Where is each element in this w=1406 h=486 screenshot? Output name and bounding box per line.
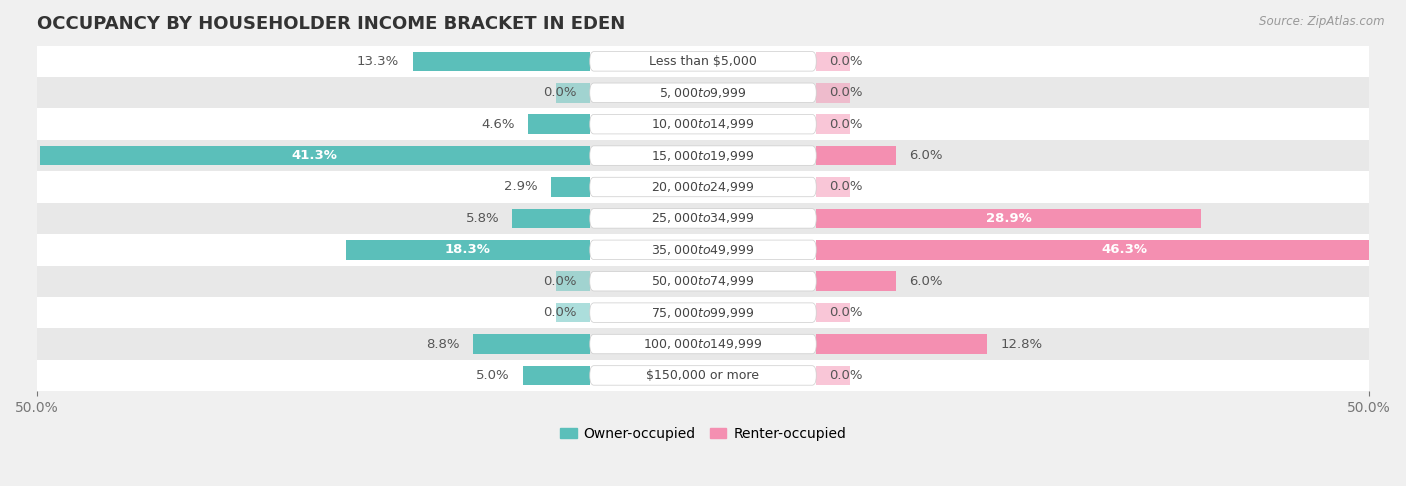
Bar [346,240,589,260]
Text: 0.0%: 0.0% [830,369,863,382]
Text: OCCUPANCY BY HOUSEHOLDER INCOME BRACKET IN EDEN: OCCUPANCY BY HOUSEHOLDER INCOME BRACKET … [37,15,626,33]
Text: 5.0%: 5.0% [477,369,510,382]
Text: $150,000 or more: $150,000 or more [647,369,759,382]
Text: 0.0%: 0.0% [543,275,576,288]
Bar [817,83,849,103]
Text: $10,000 to $14,999: $10,000 to $14,999 [651,117,755,131]
FancyBboxPatch shape [589,334,817,354]
Bar [551,177,589,197]
Text: 8.8%: 8.8% [426,338,460,350]
Text: $20,000 to $24,999: $20,000 to $24,999 [651,180,755,194]
Text: 5.8%: 5.8% [465,212,499,225]
Bar [37,108,1369,140]
Bar [37,360,1369,391]
Text: $35,000 to $49,999: $35,000 to $49,999 [651,243,755,257]
Bar [37,234,1369,265]
FancyBboxPatch shape [589,272,817,291]
Text: 41.3%: 41.3% [291,149,337,162]
Text: 28.9%: 28.9% [986,212,1032,225]
Text: $15,000 to $19,999: $15,000 to $19,999 [651,149,755,163]
Text: 0.0%: 0.0% [830,118,863,131]
Bar [817,208,1201,228]
Bar [472,334,589,354]
FancyBboxPatch shape [589,240,817,260]
Text: $5,000 to $9,999: $5,000 to $9,999 [659,86,747,100]
Text: 13.3%: 13.3% [357,55,399,68]
Bar [817,177,849,197]
Text: Less than $5,000: Less than $5,000 [650,55,756,68]
Bar [37,203,1369,234]
Bar [557,83,589,103]
FancyBboxPatch shape [589,52,817,71]
Text: 18.3%: 18.3% [444,243,491,256]
Bar [37,171,1369,203]
Bar [817,272,896,291]
Text: $50,000 to $74,999: $50,000 to $74,999 [651,274,755,288]
Text: 6.0%: 6.0% [910,275,943,288]
Legend: Owner-occupied, Renter-occupied: Owner-occupied, Renter-occupied [554,421,852,446]
Text: 0.0%: 0.0% [830,306,863,319]
Text: 0.0%: 0.0% [830,180,863,193]
FancyBboxPatch shape [589,365,817,385]
Bar [817,52,849,71]
Text: 0.0%: 0.0% [543,87,576,99]
Text: $25,000 to $34,999: $25,000 to $34,999 [651,211,755,226]
FancyBboxPatch shape [589,83,817,103]
Bar [529,114,589,134]
FancyBboxPatch shape [589,208,817,228]
Text: 6.0%: 6.0% [910,149,943,162]
Bar [817,303,849,322]
Text: 0.0%: 0.0% [830,55,863,68]
Bar [817,114,849,134]
Bar [817,146,896,165]
FancyBboxPatch shape [589,114,817,134]
FancyBboxPatch shape [589,146,817,165]
Bar [817,365,849,385]
Text: 0.0%: 0.0% [543,306,576,319]
Text: 2.9%: 2.9% [505,180,538,193]
Bar [557,272,589,291]
Bar [39,146,589,165]
Text: Source: ZipAtlas.com: Source: ZipAtlas.com [1260,15,1385,28]
Bar [37,140,1369,171]
Text: $75,000 to $99,999: $75,000 to $99,999 [651,306,755,320]
Bar [37,46,1369,77]
Bar [817,240,1406,260]
Text: 12.8%: 12.8% [1000,338,1042,350]
Bar [37,329,1369,360]
Bar [523,365,589,385]
Bar [37,77,1369,108]
Text: 46.3%: 46.3% [1102,243,1147,256]
Bar [37,265,1369,297]
Bar [37,297,1369,329]
Text: 0.0%: 0.0% [830,87,863,99]
Bar [412,52,589,71]
Text: 4.6%: 4.6% [482,118,515,131]
Bar [817,334,987,354]
Bar [557,303,589,322]
FancyBboxPatch shape [589,303,817,322]
FancyBboxPatch shape [589,177,817,197]
Text: $100,000 to $149,999: $100,000 to $149,999 [644,337,762,351]
Bar [513,208,589,228]
